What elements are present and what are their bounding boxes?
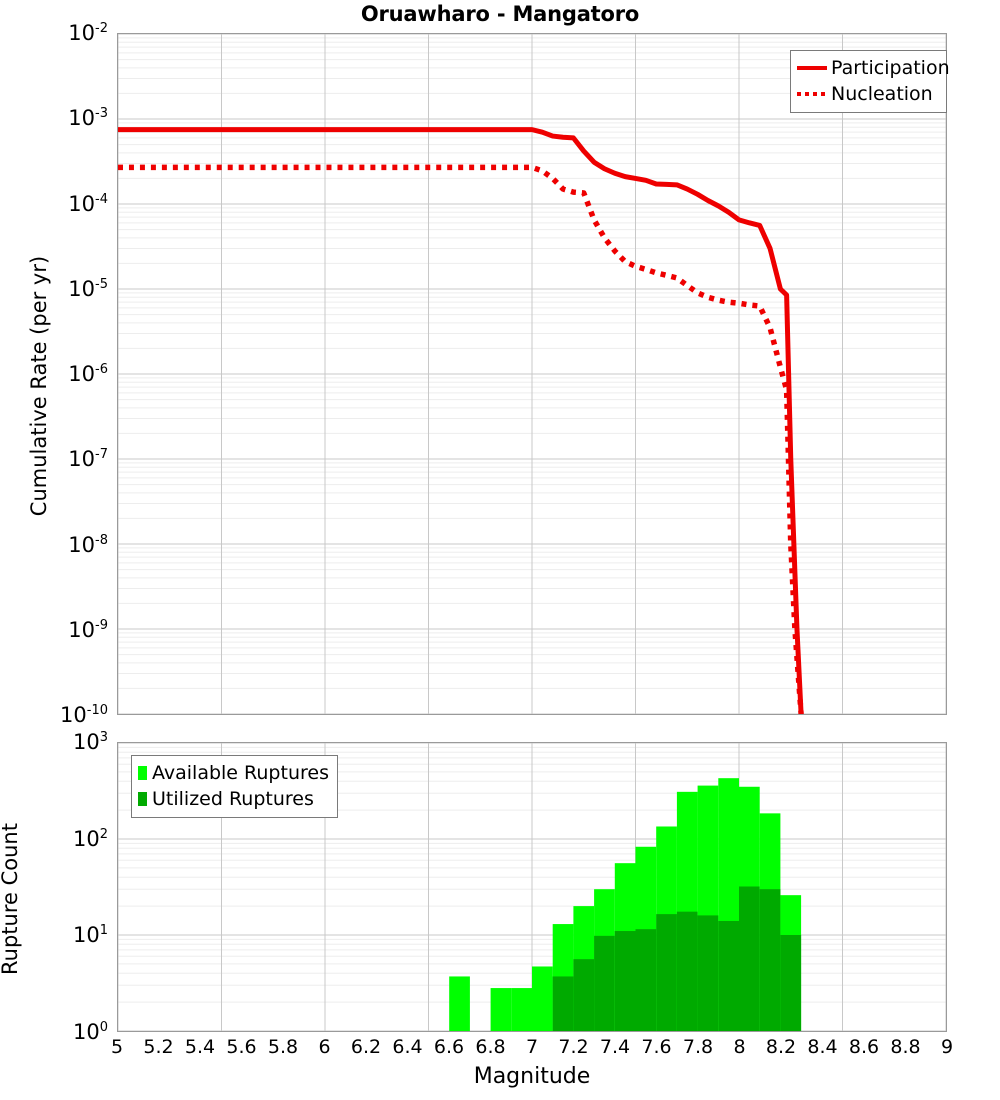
cumulative-rate-plot <box>117 33 947 715</box>
cumulative-rate-canvas <box>118 34 946 714</box>
y-tick-label: 10-5 <box>68 276 108 301</box>
x-tick-label: 7 <box>525 1036 539 1058</box>
x-tick-label: 6.2 <box>350 1036 382 1058</box>
x-tick-label: 8.2 <box>765 1036 797 1058</box>
x-tick-label: 9 <box>940 1036 954 1058</box>
y-tick-label: 101 <box>72 923 108 948</box>
y-tick-label: 100 <box>72 1020 108 1044</box>
x-tick-label: 7.4 <box>599 1036 631 1058</box>
rupture-count-legend: Available Ruptures Utilized Ruptures <box>131 755 338 818</box>
cumulative-rate-y-axis-label: Cumulative Rate (per yr) <box>27 255 51 517</box>
y-tick-label: 10-2 <box>68 21 108 45</box>
legend-item-nucleation: Nucleation <box>797 81 938 107</box>
magnitude-x-axis-label: Magnitude <box>473 1064 591 1089</box>
rupture-count-plot <box>117 742 947 1032</box>
y-tick-label: 10-7 <box>68 447 108 472</box>
x-tick-label: 6.6 <box>433 1036 465 1058</box>
y-tick-label: 10-4 <box>68 191 108 216</box>
nucleation-line-swatch-icon <box>797 92 827 96</box>
x-tick-label: 8.4 <box>807 1036 838 1058</box>
x-tick-label: 7.8 <box>682 1036 714 1058</box>
x-tick-label: 8.6 <box>848 1036 880 1058</box>
page-title: Oruawharo - Mangatoro <box>360 2 640 26</box>
x-tick-label: 6.4 <box>392 1036 423 1058</box>
utilized-ruptures-swatch-icon <box>138 792 147 806</box>
x-tick-label: 8 <box>733 1036 746 1058</box>
x-tick-label: 5.8 <box>267 1036 299 1058</box>
y-tick-label: 10-8 <box>68 532 108 557</box>
x-tick-label: 6.8 <box>475 1036 506 1058</box>
x-tick-label: 6 <box>318 1036 331 1058</box>
legend-label-nucleation: Nucleation <box>831 83 933 105</box>
x-tick-label: 5.6 <box>226 1036 257 1058</box>
participation-line-swatch-icon <box>797 66 827 70</box>
y-tick-label: 10-3 <box>68 106 108 131</box>
legend-item-available-ruptures: Available Ruptures <box>138 760 329 786</box>
y-tick-label: 103 <box>72 730 108 754</box>
x-tick-label: 5.2 <box>143 1036 174 1058</box>
legend-label-participation: Participation <box>831 57 950 79</box>
x-tick-label: 7.2 <box>558 1036 589 1058</box>
rupture-count-y-axis-label: Rupture Count <box>0 823 22 975</box>
legend-item-participation: Participation <box>797 55 950 81</box>
x-tick-label: 5.4 <box>184 1036 216 1058</box>
y-tick-label: 102 <box>72 826 108 851</box>
legend-label-utilized-ruptures: Utilized Ruptures <box>152 788 314 810</box>
legend-label-available-ruptures: Available Ruptures <box>152 762 329 784</box>
x-tick-label: 7.6 <box>641 1036 672 1058</box>
legend-item-utilized-ruptures: Utilized Ruptures <box>138 786 329 812</box>
y-tick-label: 10-6 <box>68 362 108 386</box>
y-tick-label: 10-10 <box>60 703 108 727</box>
x-tick-label: 5 <box>110 1036 124 1058</box>
x-tick-label: 8.8 <box>890 1036 921 1058</box>
y-tick-label: 10-9 <box>68 617 108 642</box>
available-ruptures-swatch-icon <box>138 766 147 780</box>
cumulative-rate-legend: Participation Nucleation <box>790 50 950 113</box>
